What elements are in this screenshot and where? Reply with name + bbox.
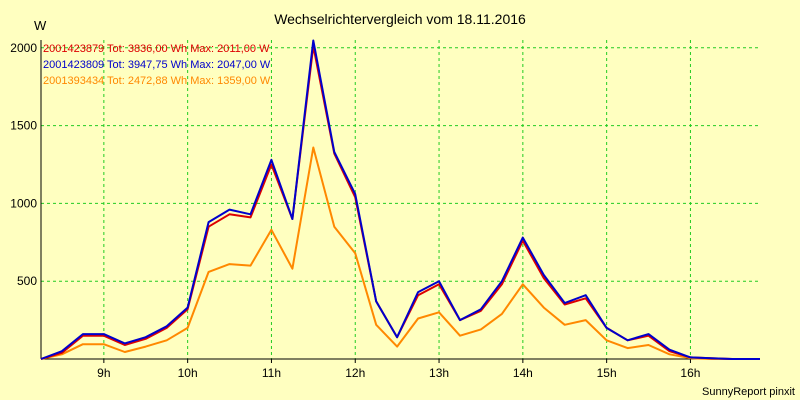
- x-tick-label: 9h: [97, 366, 110, 380]
- legend-entry-2001393434: 2001393434 Tot: 2472,88 Wh Max: 1359,00 …: [43, 75, 271, 87]
- series-line-2001423809: [40, 39, 760, 360]
- y-tick-label: 2000: [10, 41, 37, 55]
- series-line-2001393434: [40, 146, 760, 360]
- x-tick-label: 10h: [178, 366, 198, 380]
- legend: 2001423879 Tot: 3836,00 Wh Max: 2011,00 …: [43, 43, 271, 87]
- x-tick-label: 12h: [345, 366, 365, 380]
- series-layer: [40, 39, 760, 360]
- y-tick-label: 1500: [10, 119, 37, 133]
- x-tick-label: 13h: [429, 366, 449, 380]
- y-tick-label: 500: [17, 274, 37, 288]
- x-tick-label: 11h: [262, 366, 281, 380]
- y-tick-label: 1000: [10, 196, 37, 210]
- footer-credit: SunnyReport pinxit: [702, 386, 795, 398]
- legend-entry-2001423879: 2001423879 Tot: 3836,00 Wh Max: 2011,00 …: [43, 43, 270, 55]
- legend-entry-2001423809: 2001423809 Tot: 3947,75 Wh Max: 2047,00 …: [43, 59, 271, 71]
- x-tick-label: 15h: [597, 366, 617, 380]
- y-axis-unit: W: [34, 18, 47, 33]
- x-tick-label: 16h: [680, 366, 700, 380]
- x-tick-label: 14h: [513, 366, 533, 380]
- chart-title: Wechselrichtervergleich vom 18.11.2016: [274, 11, 526, 27]
- axes-layer: 500 1000 1500 2000 9h 10h 11h 12h 13h 14h 15h 16h: [10, 40, 760, 380]
